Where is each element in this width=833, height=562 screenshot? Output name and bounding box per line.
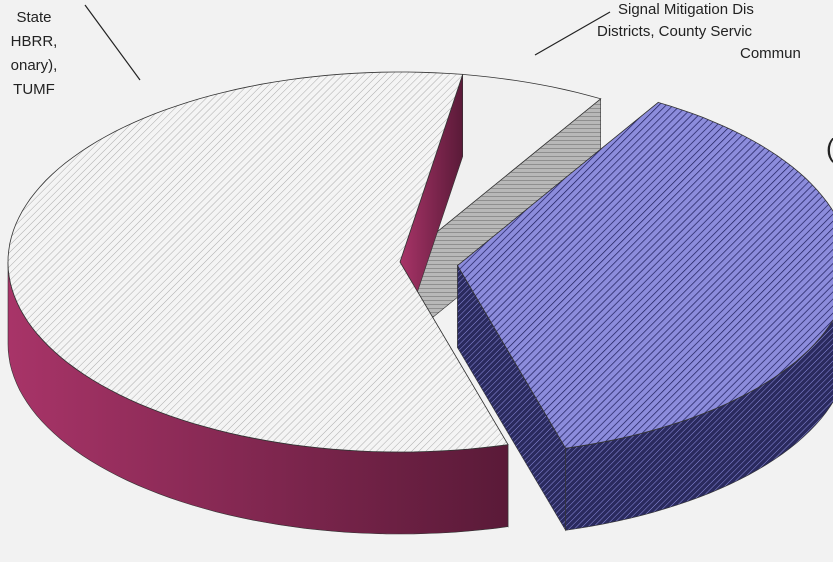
slice — [7, 71, 509, 453]
leader-line — [534, 11, 611, 56]
pie — [7, 71, 833, 535]
slice-label: ( — [826, 133, 833, 163]
slice-label: State — [16, 9, 51, 26]
slice-label: HBRR, — [11, 33, 58, 50]
slice-label: Commun — [740, 45, 801, 62]
labels: State HBRR, onary), TUMF Signal Mitigation D… — [11, 1, 833, 163]
slice-label: Signal Mitigation Dis — [618, 1, 754, 18]
slice-label: Districts, County Servic — [597, 23, 753, 40]
slice-label: TUMF — [13, 81, 55, 98]
slice — [456, 101, 833, 449]
slice-label: onary), — [11, 57, 58, 74]
leader-line — [84, 4, 141, 81]
